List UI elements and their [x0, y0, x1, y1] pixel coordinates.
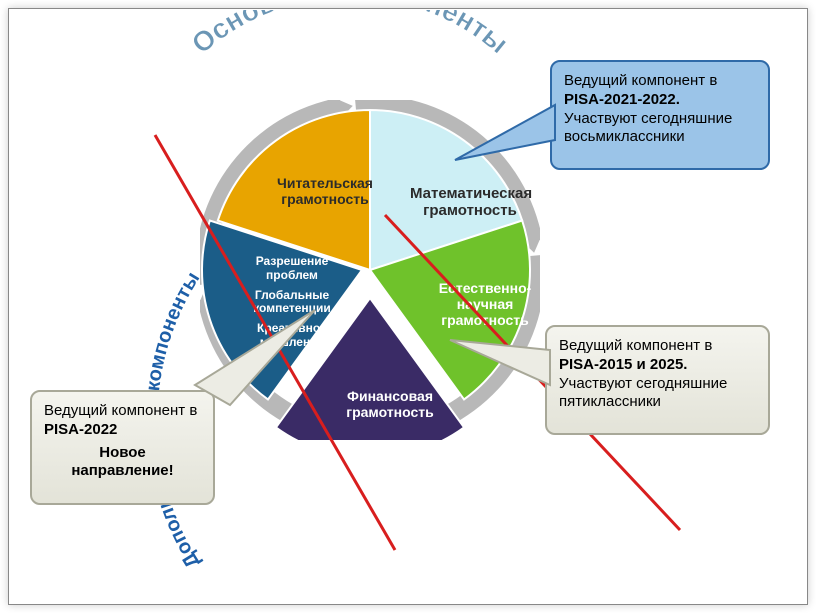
callout-math-lead: Ведущий компонент в: [564, 72, 717, 89]
title-top-text: Основные компоненты: [186, 10, 515, 59]
callout-science-rest: Участвуют сегодняшние пятиклассники: [559, 375, 727, 411]
callout-math-rest: Участвуют сегодняшние восьмиклассники: [564, 110, 732, 146]
callout-problem-lead: Ведущий компонент в: [44, 402, 197, 419]
callout-problem-new1: Новое: [44, 444, 201, 463]
callout-science-lead: Ведущий компонент в: [559, 337, 712, 354]
pie-svg: [200, 100, 540, 440]
callout-science: Ведущий компонент в PISA-2015 и 2025. Уч…: [545, 325, 770, 435]
callout-problem-bold: PISA-2022: [44, 421, 117, 438]
title-top-arc: Основные компоненты: [150, 10, 550, 90]
callout-math-bold: PISA-2021-2022.: [564, 91, 680, 108]
diagram-stage: Основные компоненты Дополнительные компо…: [0, 0, 816, 613]
pie-chart: МатематическаяграмотностьЕстественно-нау…: [200, 100, 540, 440]
callout-science-bold: PISA-2015 и 2025.: [559, 356, 687, 373]
callout-math: Ведущий компонент в PISA-2021-2022. Учас…: [550, 60, 770, 170]
callout-problem-new2: направление!: [44, 462, 201, 481]
callout-problem: Ведущий компонент в PISA-2022 Новое напр…: [30, 390, 215, 505]
